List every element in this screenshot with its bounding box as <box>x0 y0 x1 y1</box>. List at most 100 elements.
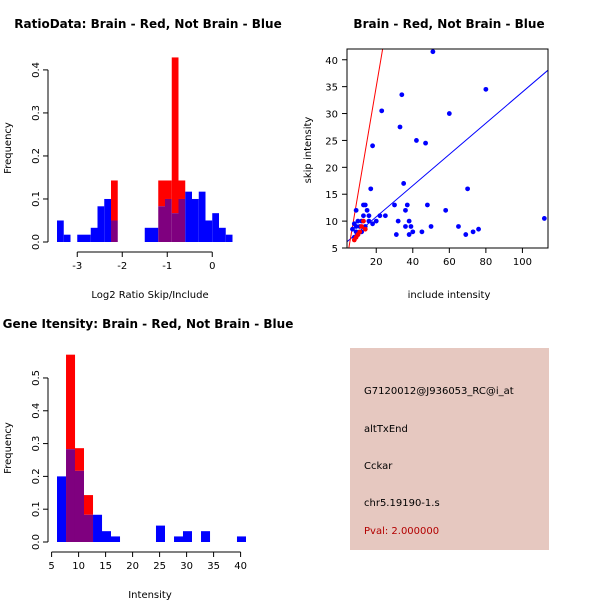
intensity-bar-not-brain <box>93 514 103 542</box>
scatter-point-not-brain <box>361 202 366 208</box>
intensity-bar-overlap <box>66 449 76 542</box>
ratio-bar-overlap <box>165 198 172 242</box>
scatter-y-tick-label: 40 <box>325 56 338 67</box>
scatter-point-brain <box>359 224 365 229</box>
ratio-bar-not-brain <box>84 234 91 242</box>
scatter-point-not-brain <box>470 229 476 235</box>
ratio-x-tick-label: -2 <box>117 261 127 272</box>
ratio-xlabel: Log2 Ratio Skip/Include <box>91 290 208 301</box>
ratio-bar-not-brain <box>151 227 159 242</box>
scatter-x-tick-label: 80 <box>480 257 493 268</box>
intensity-y-tick-label: 0.4 <box>31 403 42 419</box>
intensity-x-tick-label: 25 <box>153 561 166 572</box>
ratio-bar-overlap <box>158 206 165 242</box>
scatter-point-not-brain <box>456 224 461 229</box>
scatter-y-tick-label: 25 <box>325 136 338 147</box>
ratio-bar-not-brain <box>90 227 98 242</box>
scatter-point-not-brain <box>392 202 397 208</box>
scatter-ylabel: skip intensity <box>303 117 314 184</box>
scatter-y-tick-label: 35 <box>325 83 338 94</box>
intensity-x-tick-label: 10 <box>72 561 85 572</box>
ratio-bar-not-brain <box>192 198 199 242</box>
scatter-title: Brain - Red, Not Brain - Blue <box>353 17 544 31</box>
scatter-point-not-brain <box>406 232 412 237</box>
intensity-bar-not-brain <box>201 531 211 542</box>
intensity-x-tick-label: 40 <box>234 561 247 572</box>
scatter-point-not-brain <box>395 218 401 224</box>
scatter-point-not-brain <box>373 218 379 224</box>
scatter-xlabel: include intensity <box>408 290 491 301</box>
intensity-scatter: Brain - Red, Not Brain - Blue include in… <box>303 17 549 301</box>
scatter-point-not-brain <box>425 202 430 208</box>
scatter-point-not-brain <box>397 124 403 130</box>
scatter-x-tick-label: 100 <box>513 257 532 268</box>
scatter-point-not-brain <box>382 213 388 219</box>
intensity-bar-brain <box>84 495 94 515</box>
event-type: altTxEnd <box>364 424 408 435</box>
scatter-y-tick-label: 30 <box>325 110 338 121</box>
scatter-point-not-brain <box>414 138 419 143</box>
scatter-point-not-brain <box>403 224 408 229</box>
scatter-point-not-brain <box>370 143 375 149</box>
scatter-point-not-brain <box>428 224 434 229</box>
scatter-point-not-brain <box>366 218 372 224</box>
ratio-ylabel: Frequency <box>3 122 14 174</box>
intensity-x-tick-label: 20 <box>126 561 139 572</box>
scatter-point-not-brain <box>366 213 372 219</box>
intensity-y-tick-label: 0.5 <box>31 370 42 386</box>
info-panel: G7120012@J936053_RC@i_at altTxEnd Cckar … <box>350 348 549 550</box>
scatter-point-not-brain <box>443 207 449 213</box>
scatter-point-not-brain <box>465 186 470 192</box>
scatter-point-not-brain <box>393 232 399 237</box>
scatter-plot-frame <box>346 48 549 249</box>
ratio-y-tick-label: 0.1 <box>31 191 42 207</box>
scatter-point-not-brain <box>406 218 412 224</box>
ratio-x-tick-label: -3 <box>72 261 82 272</box>
intensity-bar-not-brain <box>101 531 111 542</box>
intensity-bar-brain <box>74 448 84 471</box>
scatter-point-not-brain <box>404 202 410 208</box>
intensity-x-tick-label: 15 <box>99 561 112 572</box>
intensity-bar-not-brain <box>155 525 165 542</box>
intensity-x-tick-label: 5 <box>48 561 54 572</box>
pval-text: Pval: 2.000000 <box>364 526 440 537</box>
scatter-y-tick-label: 20 <box>325 163 338 174</box>
gene-name: Cckar <box>364 461 393 472</box>
ratio-x-tick-label: -1 <box>162 261 172 272</box>
not-brain-fit-line <box>347 69 548 243</box>
scatter-point-not-brain <box>419 229 425 235</box>
scatter-point-not-brain <box>463 232 469 237</box>
intensity-bar-not-brain <box>111 536 121 542</box>
ratio-bar-brain <box>178 180 186 199</box>
scatter-point-brain <box>361 218 366 224</box>
scatter-point-not-brain <box>401 181 407 186</box>
scatter-point-not-brain <box>403 207 408 213</box>
intensity-y-tick-label: 0.1 <box>31 501 42 517</box>
scatter-point-not-brain <box>446 111 452 116</box>
scatter-y-tick-label: 15 <box>325 190 338 201</box>
intensity-bar-not-brain <box>236 536 246 542</box>
scatter-x-tick-label: 60 <box>443 257 456 268</box>
ratio-bar-not-brain <box>205 220 213 242</box>
ratio-bar-not-brain <box>212 213 219 242</box>
ratio-bar-overlap <box>111 220 118 242</box>
ratio-bar-not-brain <box>198 191 206 242</box>
ratio-bar-not-brain <box>219 227 226 242</box>
intensity-y-tick-label: 0.3 <box>31 436 42 452</box>
ratio-bar-overlap <box>178 198 186 242</box>
scatter-point-brain <box>362 226 368 232</box>
intensity-x-tick-label: 30 <box>180 561 193 572</box>
scatter-x-tick-label: 20 <box>370 257 383 268</box>
ratio-bar-brain <box>158 180 165 207</box>
intensity-x-tick-label: 35 <box>207 561 220 572</box>
scatter-point-not-brain <box>377 213 383 219</box>
ratio-x-tick-label: 0 <box>209 261 215 272</box>
intensity-title: Gene Itensity: Brain - Red, Not Brain - … <box>3 317 294 331</box>
ratio-bar-overlap <box>171 213 179 242</box>
intensity-bar-not-brain <box>182 531 192 542</box>
scatter-point-not-brain <box>399 92 405 98</box>
ratio-bar-not-brain <box>104 198 111 242</box>
scatter-point-not-brain <box>361 213 366 219</box>
intensity-histogram: Gene Itensity: Brain - Red, Not Brain - … <box>3 317 294 600</box>
scatter-point-not-brain <box>355 218 361 224</box>
